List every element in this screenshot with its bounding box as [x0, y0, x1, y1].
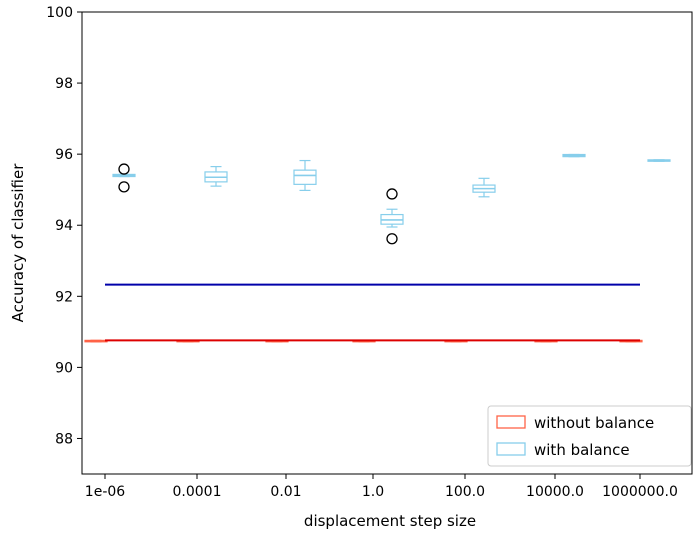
legend-label: without balance [534, 414, 654, 432]
x-axis-title: displacement step size [304, 512, 476, 530]
legend-label: with balance [534, 441, 630, 459]
y-tick-label: 90 [55, 360, 73, 376]
box-1-5 [562, 153, 586, 158]
y-tick-label: 88 [55, 431, 73, 447]
x-tick-label: 10000.0 [526, 484, 584, 500]
y-axis-title: Accuracy of classifier [9, 163, 27, 323]
box-1-4 [472, 177, 496, 198]
box-1-6 [647, 159, 671, 162]
box-1-3 [380, 188, 404, 245]
x-tick-label: 0.01 [270, 484, 301, 500]
plot-frame [81, 11, 693, 475]
box-0-0 [84, 339, 108, 343]
legend: without balance with balance [487, 405, 692, 467]
legend-swatch [496, 415, 526, 429]
box-body [293, 169, 317, 185]
outlier-point [118, 181, 130, 193]
outlier-point [118, 163, 130, 175]
y-tick-label: 100 [46, 5, 73, 21]
y-tick-label: 98 [55, 76, 73, 92]
y-tick-label: 94 [55, 218, 73, 234]
chart-axes: 88 90 92 94 96 98 100 1e-06 0.0001 0.01 1.0 100.0 10… [46, 5, 693, 500]
chart-marks [84, 153, 671, 343]
y-tick-label: 96 [55, 147, 73, 163]
x-tick-label: 1.0 [362, 484, 384, 500]
box-1-2 [293, 159, 317, 192]
outlier-point [386, 188, 398, 200]
legend-frame [487, 405, 692, 467]
box-1-0 [112, 163, 136, 193]
x-tick-label: 100.0 [445, 484, 485, 500]
x-tick-label: 1000000.0 [602, 484, 678, 500]
outlier-point [386, 233, 398, 245]
y-tick-label: 92 [55, 289, 73, 305]
box-1-1 [204, 165, 228, 187]
legend-swatch [496, 442, 526, 456]
x-tick-label: 0.0001 [173, 484, 222, 500]
x-tick-label: 1e-06 [85, 484, 125, 500]
